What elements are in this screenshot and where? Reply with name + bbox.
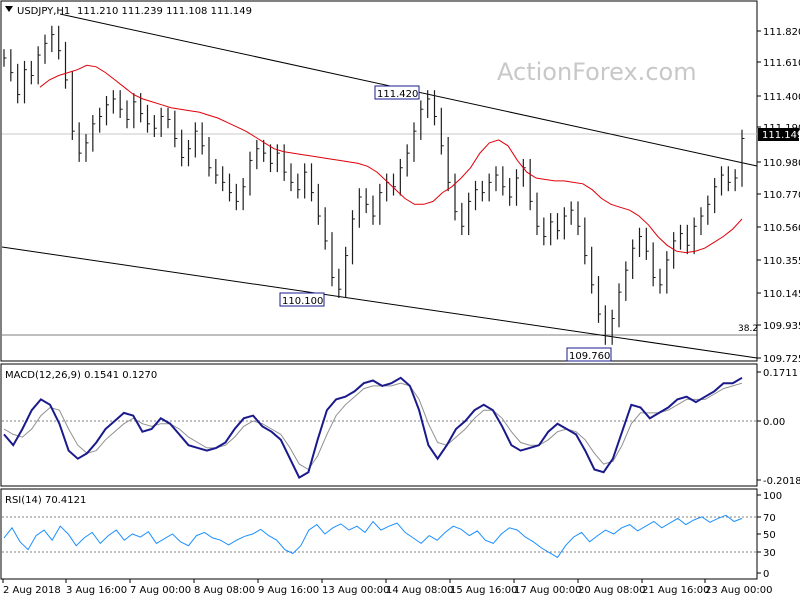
price-tick: 110.560: [757, 223, 800, 234]
price-tick: 109.725: [757, 354, 800, 365]
rsi-tick-label: 100: [763, 491, 782, 502]
annotation-low-2-box: [566, 347, 612, 362]
rsi-line: [3, 514, 743, 559]
annotation-low-1-text: 110.100: [282, 296, 323, 307]
macd-tick: -0.2018: [757, 476, 800, 487]
macd-signal-line: [3, 382, 743, 471]
price-tick-label: 111.400: [763, 92, 800, 103]
price-tick-label: 110.560: [763, 223, 800, 234]
price-tick-label: 111.820: [763, 27, 800, 38]
time-tick: 7 Aug 00:00: [129, 579, 191, 596]
macd-tick-label: -0.2018: [763, 476, 800, 487]
price-tick-label: 110.980: [763, 158, 800, 169]
rsi-tick-label: 50: [763, 530, 776, 541]
time-tick-label: 13 Aug 00:00: [322, 585, 389, 596]
macd-panel-frame: [0, 363, 758, 487]
channel-lower-line: [1, 246, 758, 359]
time-tick-label: 20 Aug 08:00: [578, 585, 645, 596]
rsi-tick: 0: [757, 569, 769, 580]
price-bars: [3, 25, 745, 345]
rsi-tick: 70: [757, 513, 776, 524]
price-tick: 110.770: [757, 190, 800, 201]
time-tick: 9 Aug 16:00: [257, 579, 319, 596]
last-price-tag-text: 111.149: [762, 130, 800, 141]
last-price-tag: 111.149: [758, 128, 800, 141]
time-tick: 20 Aug 08:00: [577, 579, 645, 596]
time-axis: 2 Aug 2018 3 Aug 16:00 7 Aug 00:00 8 Aug…: [2, 579, 772, 596]
time-tick: 17 Aug 00:00: [513, 579, 581, 596]
price-tick: 111.400: [757, 92, 800, 103]
rsi-panel-title: RSI(14) 70.4121: [5, 495, 86, 506]
time-tick: 13 Aug 00:00: [321, 579, 389, 596]
macd-panel: MACD(12,26,9) 0.1541 0.1270 0.1711 0.00 …: [0, 363, 800, 487]
moving-average-line: [39, 64, 743, 254]
rsi-tick: 100: [757, 491, 782, 502]
time-tick: 2 Aug 2018: [2, 579, 61, 596]
price-tick: 110.980: [757, 158, 800, 169]
time-tick-label: 17 Aug 00:00: [514, 585, 581, 596]
time-tick: 15 Aug 16:00: [449, 579, 517, 596]
price-tick-label: 110.355: [763, 256, 800, 267]
fib-label: 38.2: [738, 324, 758, 334]
price-panel: USDJPY,H1 111.210 111.239 111.108 111.14…: [0, 0, 800, 365]
rsi-axis: 100 70 50 30 0: [757, 491, 782, 580]
price-tick: 110.355: [757, 256, 800, 267]
macd-axis: 0.1711 0.00 -0.2018: [757, 368, 800, 487]
annotation-low-2-text: 109.760: [569, 351, 610, 362]
time-tick: 8 Aug 08:00: [193, 579, 255, 596]
dropdown-triangle-icon[interactable]: [5, 6, 13, 12]
annotation-high: 111.420: [374, 85, 420, 100]
price-tick: 110.145: [757, 289, 800, 300]
macd-panel-title: MACD(12,26,9) 0.1541 0.1270: [5, 370, 157, 381]
macd-tick-label: 0.00: [763, 417, 785, 428]
rsi-panel: RSI(14) 70.4121 100 70 50 30 0: [0, 488, 782, 580]
macd-line: [3, 376, 743, 480]
time-tick: 23 Aug 00:00: [704, 579, 772, 596]
time-tick-label: 15 Aug 16:00: [450, 585, 517, 596]
time-tick: 21 Aug 16:00: [641, 579, 709, 596]
price-tick: 111.820: [757, 27, 800, 38]
time-tick-label: 7 Aug 00:00: [130, 585, 191, 596]
time-tick-label: 21 Aug 16:00: [642, 585, 709, 596]
rsi-tick-label: 70: [763, 513, 776, 524]
annotation-high-box: [374, 85, 420, 100]
rsi-tick: 50: [757, 530, 776, 541]
price-tick-label: 111.610: [763, 58, 800, 69]
annotation-low-1-box: [279, 292, 325, 307]
time-tick: 14 Aug 08:00: [385, 579, 453, 596]
rsi-tick-label: 0: [763, 569, 769, 580]
last-price-tag-box: [758, 128, 799, 141]
macd-tick-label: 0.1711: [763, 368, 798, 379]
price-panel-ohlc: 111.210 111.239 111.108 111.149: [77, 6, 252, 17]
time-tick-label: 23 Aug 00:00: [705, 585, 772, 596]
time-tick-label: 9 Aug 16:00: [258, 585, 319, 596]
price-tick-label: 109.935: [763, 321, 800, 332]
price-panel-frame: [0, 0, 758, 362]
time-tick-label: 2 Aug 2018: [3, 585, 61, 596]
annotation-high-text: 111.420: [377, 89, 418, 100]
price-panel-title: USDJPY,H1: [17, 6, 70, 17]
rsi-tick-label: 30: [763, 548, 776, 559]
price-tick-label: 110.770: [763, 190, 800, 201]
macd-tick: 0.1711: [757, 368, 798, 379]
price-tick: 111.610: [757, 58, 800, 69]
rsi-tick: 30: [757, 548, 776, 559]
price-tick: 109.935: [757, 321, 800, 332]
macd-tick: 0.00: [757, 417, 785, 428]
price-tick-label: 110.145: [763, 289, 800, 300]
price-tick-label: 109.725: [763, 354, 800, 365]
time-tick-label: 8 Aug 08:00: [194, 585, 255, 596]
time-tick-label: 14 Aug 08:00: [386, 585, 453, 596]
annotation-low-2: 109.760: [566, 347, 612, 362]
watermark: ActionForex.com: [497, 58, 697, 86]
time-tick: 3 Aug 16:00: [65, 579, 127, 596]
annotation-low-1: 110.100: [279, 292, 325, 307]
time-tick-label: 3 Aug 16:00: [66, 585, 127, 596]
